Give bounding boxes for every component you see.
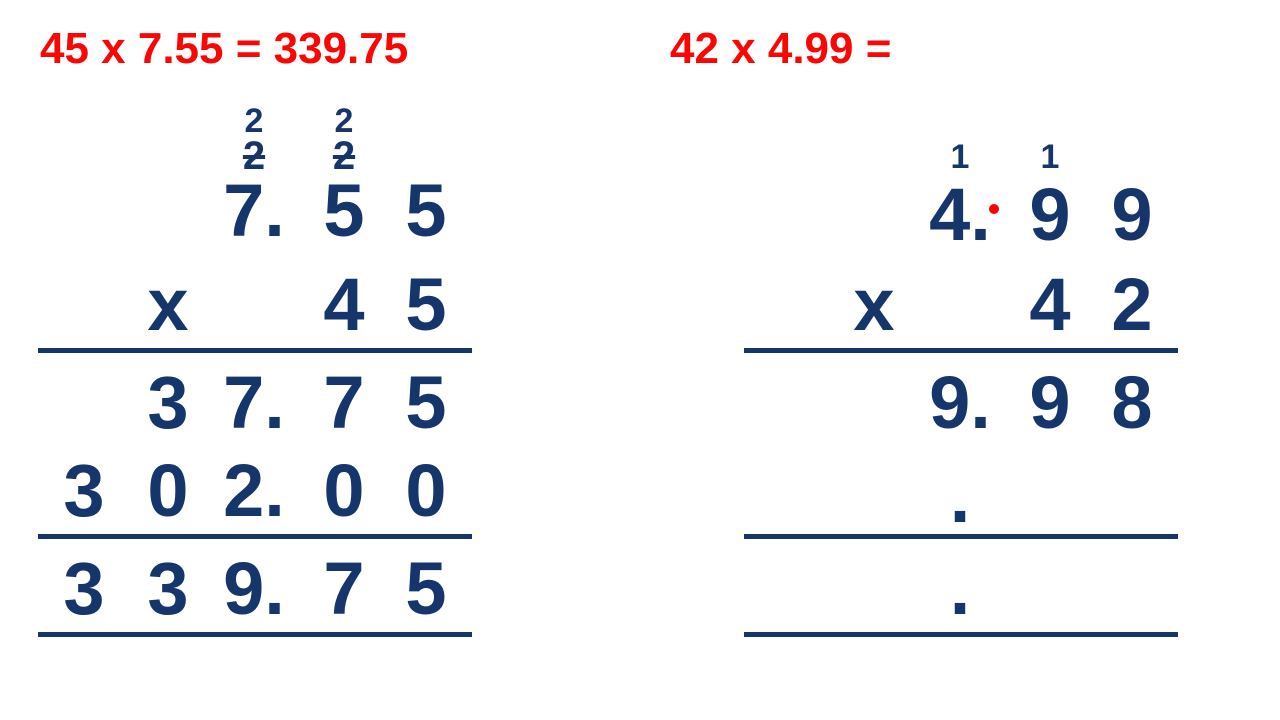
- right-equation-header: 42 x 4.99 =: [670, 24, 891, 74]
- digit-cell: 3: [128, 360, 208, 445]
- digit-cell: 5: [386, 168, 466, 253]
- horizontal-rule: [744, 534, 1178, 539]
- digit-cell: 9.: [214, 546, 294, 631]
- digit-cell: 7: [304, 360, 384, 445]
- digit-cell: 7: [304, 546, 384, 631]
- digit-cell: 9: [1010, 360, 1090, 445]
- digit-cell: 0: [128, 448, 208, 533]
- digit-cell: 5: [386, 546, 466, 631]
- horizontal-rule: [744, 348, 1178, 353]
- digit-cell: 4: [1010, 262, 1090, 347]
- digit-cell: 5: [386, 360, 466, 445]
- digit-cell: 4.: [920, 172, 1000, 257]
- horizontal-rule: [38, 534, 472, 539]
- digit-cell: 2: [1092, 262, 1172, 347]
- horizontal-rule: [38, 632, 472, 637]
- digit-cell: 3: [128, 546, 208, 631]
- digit-cell: 9.: [920, 360, 1000, 445]
- digit-cell: .: [920, 454, 1000, 539]
- digit-cell: 0: [304, 448, 384, 533]
- digit-cell: 4: [304, 262, 384, 347]
- digit-cell: 5: [386, 262, 466, 347]
- digit-cell: x: [834, 262, 914, 347]
- pointer-dot: [989, 204, 999, 214]
- digit-cell: 7.: [214, 168, 294, 253]
- left-equation-header: 45 x 7.55 = 339.75: [40, 24, 408, 74]
- digit-cell: 5: [304, 168, 384, 253]
- digit-cell: 9: [1010, 172, 1090, 257]
- digit-cell: x: [128, 262, 208, 347]
- digit-cell: 2.: [214, 448, 294, 533]
- digit-cell: 3: [44, 448, 124, 533]
- digit-cell: 9: [1092, 172, 1172, 257]
- digit-cell: 3: [44, 546, 124, 631]
- digit-cell: 0: [386, 448, 466, 533]
- digit-cell: 7.: [214, 360, 294, 445]
- digit-cell: 8: [1092, 360, 1172, 445]
- digit-cell: .: [920, 546, 1000, 631]
- horizontal-rule: [38, 348, 472, 353]
- horizontal-rule: [744, 632, 1178, 637]
